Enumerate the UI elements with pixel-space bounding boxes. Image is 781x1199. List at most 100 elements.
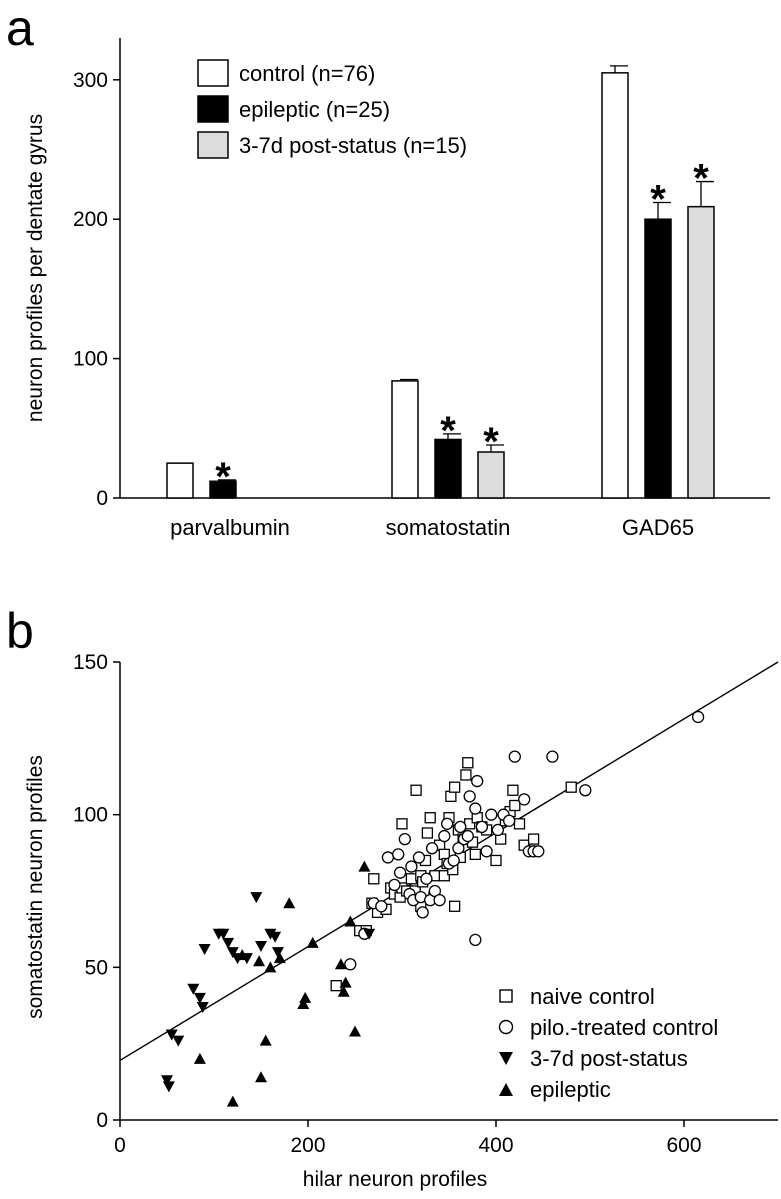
- point-epileptic: [358, 860, 371, 872]
- point-pilo-treated-control: [508, 750, 521, 763]
- point-post-status: [187, 983, 200, 995]
- panel-b-y-axis-title: somatostatin neuron profiles: [24, 755, 47, 1019]
- legend-swatch-post-status: [197, 131, 229, 159]
- y-tick-label: 100: [73, 804, 108, 827]
- legend-label-pilo-treated-control: pilo.-treated control: [530, 1015, 718, 1040]
- point-pilo-treated-control: [438, 829, 451, 843]
- point-pilo-treated-control: [454, 820, 467, 834]
- point-epileptic: [255, 1071, 267, 1083]
- point-post-status: [217, 928, 230, 940]
- panel-b-axes: 0 50 100 150 0 200 400 600: [73, 651, 778, 1157]
- x-tick-label: 400: [478, 1134, 513, 1157]
- legend-marker-pilo-treated-control: [498, 1019, 514, 1035]
- panel-b-letter: b: [6, 603, 34, 659]
- point-naive-control: [368, 873, 380, 885]
- y-tick-label: 0: [96, 1109, 108, 1132]
- point-pilo-treated-control: [412, 851, 426, 864]
- y-tick-label: 200: [73, 208, 108, 231]
- point-pilo-treated-control: [416, 906, 429, 919]
- panel-b-points: [161, 710, 705, 1107]
- legend-label-naive-control: naive control: [530, 984, 655, 1009]
- x-tick-label: 200: [290, 1134, 325, 1157]
- y-tick-label: 0: [96, 487, 108, 510]
- point-post-status: [198, 944, 211, 956]
- point-epileptic: [193, 1052, 206, 1064]
- point-pilo-treated-control: [392, 848, 405, 861]
- point-post-status: [269, 931, 282, 943]
- point-pilo-treated-control: [381, 851, 395, 864]
- significance-star: *: [483, 420, 499, 464]
- point-epileptic: [306, 936, 319, 948]
- point-epileptic: [299, 991, 312, 1003]
- point-pilo-treated-control: [471, 774, 484, 788]
- point-naive-control: [330, 980, 342, 992]
- point-post-status: [255, 940, 267, 952]
- point-pilo-treated-control: [463, 790, 476, 803]
- category-label-somatostatin: somatostatin: [386, 515, 511, 540]
- point-pilo-treated-control: [405, 860, 418, 873]
- point-naive-control: [405, 873, 418, 885]
- point-epileptic: [253, 955, 266, 967]
- point-naive-control: [490, 854, 502, 867]
- point-naive-control: [462, 757, 474, 769]
- y-tick-label: 50: [85, 956, 108, 979]
- point-epileptic: [339, 976, 352, 988]
- significance-star: *: [215, 455, 231, 499]
- point-pilo-treated-control: [388, 878, 401, 892]
- point-epileptic: [349, 1025, 361, 1037]
- point-epileptic: [297, 997, 310, 1009]
- point-post-status: [226, 947, 239, 959]
- point-pilo-treated-control: [579, 784, 592, 797]
- point-post-status: [271, 947, 284, 959]
- point-pilo-treated-control: [447, 854, 460, 867]
- point-pilo-treated-control: [433, 894, 446, 907]
- panel-b-x-axis-title: hilar neuron profiles: [303, 1168, 487, 1191]
- point-pilo-treated-control: [469, 933, 482, 947]
- x-tick-label: 600: [666, 1134, 701, 1157]
- legend-label-post-status: 3-7d post-status (n=15): [239, 133, 467, 158]
- point-post-status: [264, 928, 277, 940]
- point-pilo-treated-control: [475, 820, 489, 834]
- point-naive-control: [469, 848, 481, 861]
- point-naive-control: [448, 781, 461, 793]
- point-epileptic: [283, 897, 296, 909]
- category-label-gad65: GAD65: [622, 515, 694, 540]
- point-post-status: [165, 1029, 178, 1041]
- point-epileptic: [334, 958, 347, 970]
- point-pilo-treated-control: [485, 808, 498, 821]
- point-pilo-treated-control: [532, 845, 545, 858]
- legend-label-epileptic: epileptic (n=25): [239, 97, 390, 122]
- point-pilo-treated-control: [425, 842, 439, 855]
- bar: [601, 72, 629, 499]
- legend-swatch-epileptic: [197, 95, 229, 123]
- legend-label-control: control (n=76): [239, 61, 375, 86]
- legend-marker-post-status: [499, 1052, 513, 1065]
- panel-a-letter: a: [6, 0, 34, 56]
- point-pilo-treated-control: [375, 900, 388, 913]
- bar: [391, 380, 419, 499]
- point-epileptic: [259, 1034, 272, 1046]
- legend-label-post-status-b: 3-7d post-status: [530, 1046, 688, 1071]
- point-naive-control: [445, 790, 457, 802]
- x-tick-label: 0: [114, 1134, 126, 1157]
- point-pilo-treated-control: [503, 814, 516, 827]
- panel-a-category-labels: parvalbumin somatostatin GAD65: [170, 515, 694, 540]
- point-naive-control: [565, 781, 577, 793]
- panel-a-bars: * * * * *: [166, 65, 715, 499]
- point-naive-control: [424, 812, 436, 824]
- point-post-status: [162, 1081, 175, 1093]
- point-epileptic: [264, 961, 277, 973]
- point-naive-control: [509, 799, 521, 812]
- panel-a-legend: control (n=76) epileptic (n=25) 3-7d pos…: [197, 59, 467, 159]
- legend-marker-epileptic: [499, 1083, 513, 1096]
- point-pilo-treated-control: [461, 829, 474, 843]
- bar: [434, 438, 462, 499]
- point-pilo-treated-control: [420, 872, 433, 885]
- point-naive-control: [513, 818, 526, 830]
- point-post-status: [196, 1002, 209, 1014]
- category-label-parvalbumin: parvalbumin: [170, 515, 290, 540]
- legend-label-epileptic-b: epileptic: [530, 1077, 611, 1102]
- panel-a-bar-chart: a neuron profiles per dentate gyrus 0 100…: [6, 0, 770, 540]
- point-epileptic: [337, 985, 350, 997]
